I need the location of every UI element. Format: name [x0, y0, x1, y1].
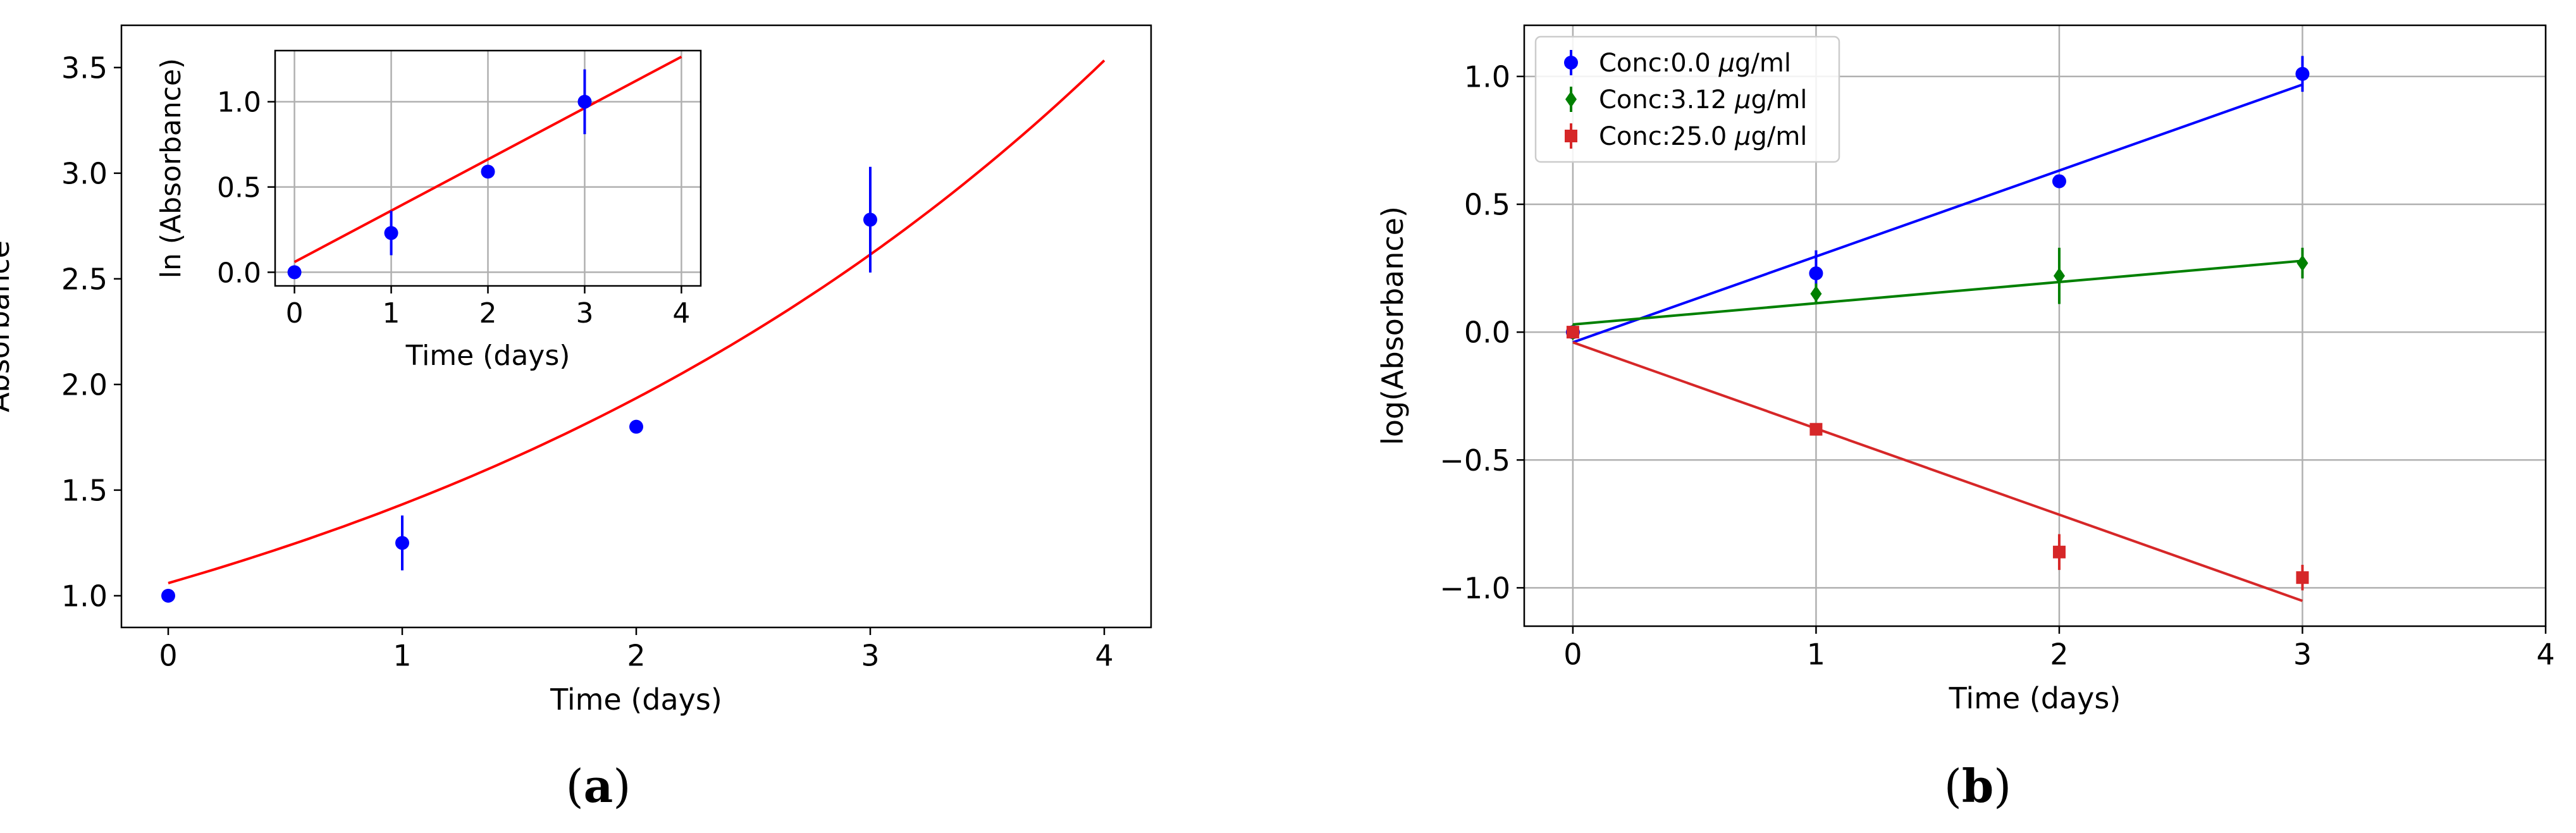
inset-xtick-label-4: 4	[672, 297, 690, 330]
inset-series-0-point-0	[287, 265, 302, 280]
a-ytick-label-2: 2.0	[61, 367, 108, 402]
b-series-2-point-1	[1809, 423, 1823, 436]
b-xtick-label-2: 2	[2050, 637, 2068, 671]
legend-label-0: Conc:0.0 μg/ml	[1599, 49, 1791, 78]
inset-xtick-label-0: 0	[286, 297, 304, 330]
b-fit-line-2	[1572, 341, 2303, 602]
legend-marker-1	[1565, 91, 1577, 108]
a-series-0-point-3	[863, 213, 877, 227]
inset-series-0-point-2	[481, 164, 495, 179]
b-xtick-label-4: 4	[2536, 637, 2554, 671]
a-ytick-label-0: 1.0	[61, 579, 108, 613]
b-xtick-label-3: 3	[2293, 637, 2312, 671]
inset-xlabel: Time (days)	[405, 340, 570, 372]
inset-ytick-label-1: 0.5	[217, 171, 261, 204]
a-xtick-label-2: 2	[627, 638, 645, 672]
b-ytick-label-4: 1.0	[1464, 59, 1510, 94]
panel-label-a: (a)	[566, 759, 631, 813]
panel-label-b: (b)	[1944, 759, 2012, 813]
a-xlabel: Time (days)	[550, 682, 722, 717]
b-xtick-label-0: 0	[1563, 637, 1582, 671]
inset-xtick-label-3: 3	[576, 297, 593, 330]
legend-label-2: Conc:25.0 μg/ml	[1599, 122, 1807, 151]
chart-a: 0 1 2 3 4 1.0 1.5 2.0 2.5 3.0 3.5 Time (days) Absorb…	[0, 24, 1152, 717]
b-series-1-point-2	[2053, 268, 2065, 285]
a-ytick-label-4: 3.0	[61, 156, 108, 190]
a-xtick-label-3: 3	[861, 638, 879, 672]
inset-xtick-label-1: 1	[383, 297, 400, 330]
b-series-0-point-3	[2295, 66, 2310, 81]
b-xlabel: Time (days)	[1949, 681, 2121, 715]
a-ytick-label-3: 2.5	[61, 262, 108, 296]
b-ytick-label-3: 0.5	[1464, 188, 1510, 222]
b-series-2-point-2	[2052, 545, 2066, 558]
b-frame	[1523, 24, 2547, 627]
b-series-2-point-3	[2296, 571, 2309, 584]
a-xtick-label-4: 4	[1095, 638, 1113, 672]
legend-marker-0	[1564, 56, 1578, 70]
a-ytick-label-5: 3.5	[61, 51, 108, 85]
inset-fit-line	[293, 55, 682, 264]
chart-b: 0 1 2 3 4 −1.0 −0.5 0.0 0.5 1.0 Time (days) log(Abs…	[1376, 24, 2555, 715]
inset-xtick-label-2: 2	[479, 297, 497, 330]
a-fit-curve	[168, 59, 1106, 584]
b-ytick-label-2: 0.0	[1464, 316, 1510, 350]
b-ytick-label-0: −1.0	[1439, 571, 1510, 605]
b-series-1-point-3	[2296, 254, 2308, 271]
legend-label-1: Conc:3.12 μg/ml	[1599, 85, 1807, 114]
a-ytick-label-1: 1.5	[61, 473, 108, 507]
legend-marker-2	[1565, 130, 1577, 142]
inset-series-0-point-1	[384, 226, 398, 240]
b-series-0-point-1	[1809, 266, 1823, 281]
inset-series-0-point-3	[577, 94, 592, 109]
legend-box	[1534, 35, 1840, 163]
inset-ylabel: ln (Absorbance)	[155, 58, 187, 278]
b-series-1-point-1	[1810, 285, 1822, 302]
inset-ytick-label-0: 0.0	[217, 257, 261, 289]
b-fit-line-0	[1572, 83, 2303, 344]
a-xtick-label-1: 1	[393, 638, 411, 672]
b-series-2-point-0	[1566, 326, 1579, 339]
inset-ytick-label-2: 1.0	[217, 87, 261, 119]
a-series-0-point-0	[161, 588, 175, 603]
b-ytick-label-1: −0.5	[1439, 443, 1510, 478]
a-ylabel: Absorbance	[0, 240, 16, 412]
a-xtick-label-0: 0	[159, 638, 177, 672]
b-ylabel: log(Absorbance)	[1376, 206, 1410, 445]
b-fit-line-1	[1572, 259, 2303, 326]
a-series-0-point-2	[629, 419, 643, 434]
a-series-0-point-1	[395, 536, 409, 550]
b-xtick-label-1: 1	[1807, 637, 1825, 671]
b-series-0-point-2	[2052, 174, 2066, 188]
